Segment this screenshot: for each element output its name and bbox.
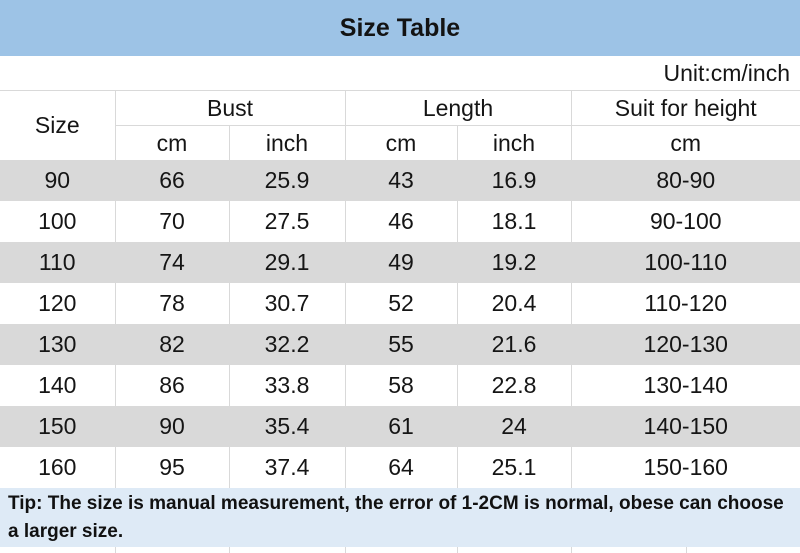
cell-length-cm: 61 <box>344 406 457 447</box>
cell-length-inch: 19.2 <box>456 242 571 283</box>
cell-length-cm: 58 <box>344 365 457 406</box>
unit-note: Unit:cm/inch <box>0 56 800 91</box>
cell-bust-cm: 66 <box>114 160 229 201</box>
cell-bust-inch: 37.4 <box>228 447 345 488</box>
cell-bust-inch: 32.2 <box>228 324 345 365</box>
cell-length-cm: 55 <box>344 324 457 365</box>
cell-bust-cm: 70 <box>114 201 229 242</box>
header-length: Length <box>344 90 571 126</box>
cell-length-cm: 64 <box>344 447 457 488</box>
cell-length-inch: 21.6 <box>456 324 571 365</box>
cell-length-inch: 16.9 <box>456 160 571 201</box>
cell-length-inch: 24 <box>456 406 571 447</box>
cell-size: 110 <box>0 242 115 283</box>
table-row: 90 66 25.9 43 16.9 80-90 <box>0 160 800 201</box>
cell-bust-inch: 35.4 <box>228 406 345 447</box>
cell-size: 140 <box>0 365 115 406</box>
cell-bust-cm: 82 <box>114 324 229 365</box>
cell-size: 130 <box>0 324 115 365</box>
header-size: Size <box>0 90 115 160</box>
cell-length-cm: 43 <box>344 160 457 201</box>
header-suit-for-height: Suit for height <box>570 90 800 126</box>
cell-size: 160 <box>0 447 115 488</box>
cell-size: 100 <box>0 201 115 242</box>
cell-bust-inch: 29.1 <box>228 242 345 283</box>
cell-height-range: 140-150 <box>570 406 800 447</box>
cell-length-inch: 22.8 <box>456 365 571 406</box>
header-bust: Bust <box>114 90 345 126</box>
table-row: 110 74 29.1 49 19.2 100-110 <box>0 242 800 283</box>
cell-height-range: 90-100 <box>570 201 800 242</box>
table-title: Size Table <box>0 0 800 56</box>
table-row: 140 86 33.8 58 22.8 130-140 <box>0 365 800 406</box>
subheader-length-cm: cm <box>344 125 457 160</box>
table-row: 100 70 27.5 46 18.1 90-100 <box>0 201 800 242</box>
cell-height-range: 110-120 <box>570 283 800 324</box>
cell-height-range: 100-110 <box>570 242 800 283</box>
cell-length-inch: 25.1 <box>456 447 571 488</box>
cell-bust-cm: 78 <box>114 283 229 324</box>
cell-bust-inch: 30.7 <box>228 283 345 324</box>
cell-length-cm: 49 <box>344 242 457 283</box>
table-row: 160 95 37.4 64 25.1 150-160 <box>0 447 800 488</box>
cell-bust-cm: 90 <box>114 406 229 447</box>
cell-size: 150 <box>0 406 115 447</box>
cell-bust-cm: 95 <box>114 447 229 488</box>
cell-bust-inch: 27.5 <box>228 201 345 242</box>
tip-note: Tip: The size is manual measurement, the… <box>0 488 800 547</box>
cell-bust-inch: 25.9 <box>228 160 345 201</box>
cell-bust-cm: 74 <box>114 242 229 283</box>
table-row: 150 90 35.4 61 24 140-150 <box>0 406 800 447</box>
subheader-height-cm: cm <box>570 125 800 160</box>
subheader-length-inch: inch <box>456 125 571 160</box>
bottom-grid-strip <box>0 547 800 553</box>
subheader-bust-cm: cm <box>114 125 229 160</box>
cell-size: 120 <box>0 283 115 324</box>
subheader-bust-inch: inch <box>228 125 345 160</box>
cell-height-range: 80-90 <box>570 160 800 201</box>
cell-length-inch: 18.1 <box>456 201 571 242</box>
cell-length-cm: 52 <box>344 283 457 324</box>
table-row: 130 82 32.2 55 21.6 120-130 <box>0 324 800 365</box>
cell-length-cm: 46 <box>344 201 457 242</box>
cell-bust-inch: 33.8 <box>228 365 345 406</box>
cell-size: 90 <box>0 160 115 201</box>
cell-bust-cm: 86 <box>114 365 229 406</box>
table-row: 120 78 30.7 52 20.4 110-120 <box>0 283 800 324</box>
cell-height-range: 150-160 <box>570 447 800 488</box>
cell-height-range: 120-130 <box>570 324 800 365</box>
cell-length-inch: 20.4 <box>456 283 571 324</box>
cell-height-range: 130-140 <box>570 365 800 406</box>
